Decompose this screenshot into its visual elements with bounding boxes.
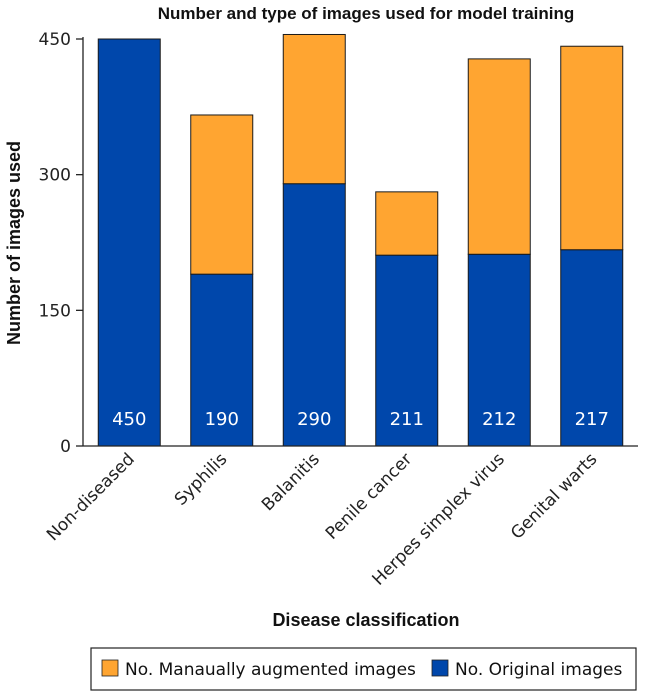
bar-label-balanitis: 290	[297, 409, 331, 430]
legend-label-augmented: No. Manaually augmented images	[125, 660, 416, 680]
legend-swatch-augmented	[101, 659, 119, 677]
bar-label-herpes-simplex-virus: 212	[482, 409, 516, 430]
bar-augmented-penile-cancer	[375, 191, 439, 256]
y-axis: 0 150 300 450	[39, 30, 84, 457]
x-tick-label-penile-cancer: Penile cancer	[322, 449, 416, 543]
x-tick-label-genital-warts: Genital warts	[507, 449, 601, 543]
y-tick-label-0: 0	[60, 437, 71, 457]
legend: No. Manaually augmented images No. Origi…	[90, 647, 637, 691]
x-tick-label-balanitis: Balanitis	[258, 449, 324, 515]
bar-label-non-diseased: 450	[112, 409, 146, 430]
x-tick-label-syphilis: Syphilis	[171, 449, 232, 510]
y-tick-label-150: 150	[39, 301, 71, 321]
x-tick-label-non-diseased: Non-diseased	[43, 449, 139, 545]
bar-augmented-genital-warts	[560, 45, 624, 251]
bar-original-balanitis	[282, 183, 346, 447]
bar-label-genital-warts: 217	[575, 409, 609, 430]
y-tick-label-450: 450	[39, 30, 71, 50]
legend-label-original: No. Original images	[455, 660, 623, 680]
y-tick-label-300: 300	[39, 166, 71, 186]
bar-label-penile-cancer: 211	[390, 409, 424, 430]
bar-augmented-herpes-simplex-virus	[467, 58, 531, 255]
chart-title: Number and type of images used for model…	[158, 4, 575, 23]
bar-label-syphilis: 190	[205, 409, 239, 430]
bar-augmented-balanitis	[282, 33, 346, 185]
legend-frame	[90, 647, 637, 691]
x-axis-title: Disease classification	[272, 610, 459, 630]
bar-original-non-diseased	[97, 38, 161, 447]
bar-original-syphilis	[190, 273, 254, 447]
y-axis-title: Number of images used	[4, 141, 24, 345]
bar-augmented-syphilis	[190, 114, 254, 275]
plot-bars: 450 190 290 211 212 217	[97, 33, 624, 447]
legend-swatch-original	[431, 659, 449, 677]
